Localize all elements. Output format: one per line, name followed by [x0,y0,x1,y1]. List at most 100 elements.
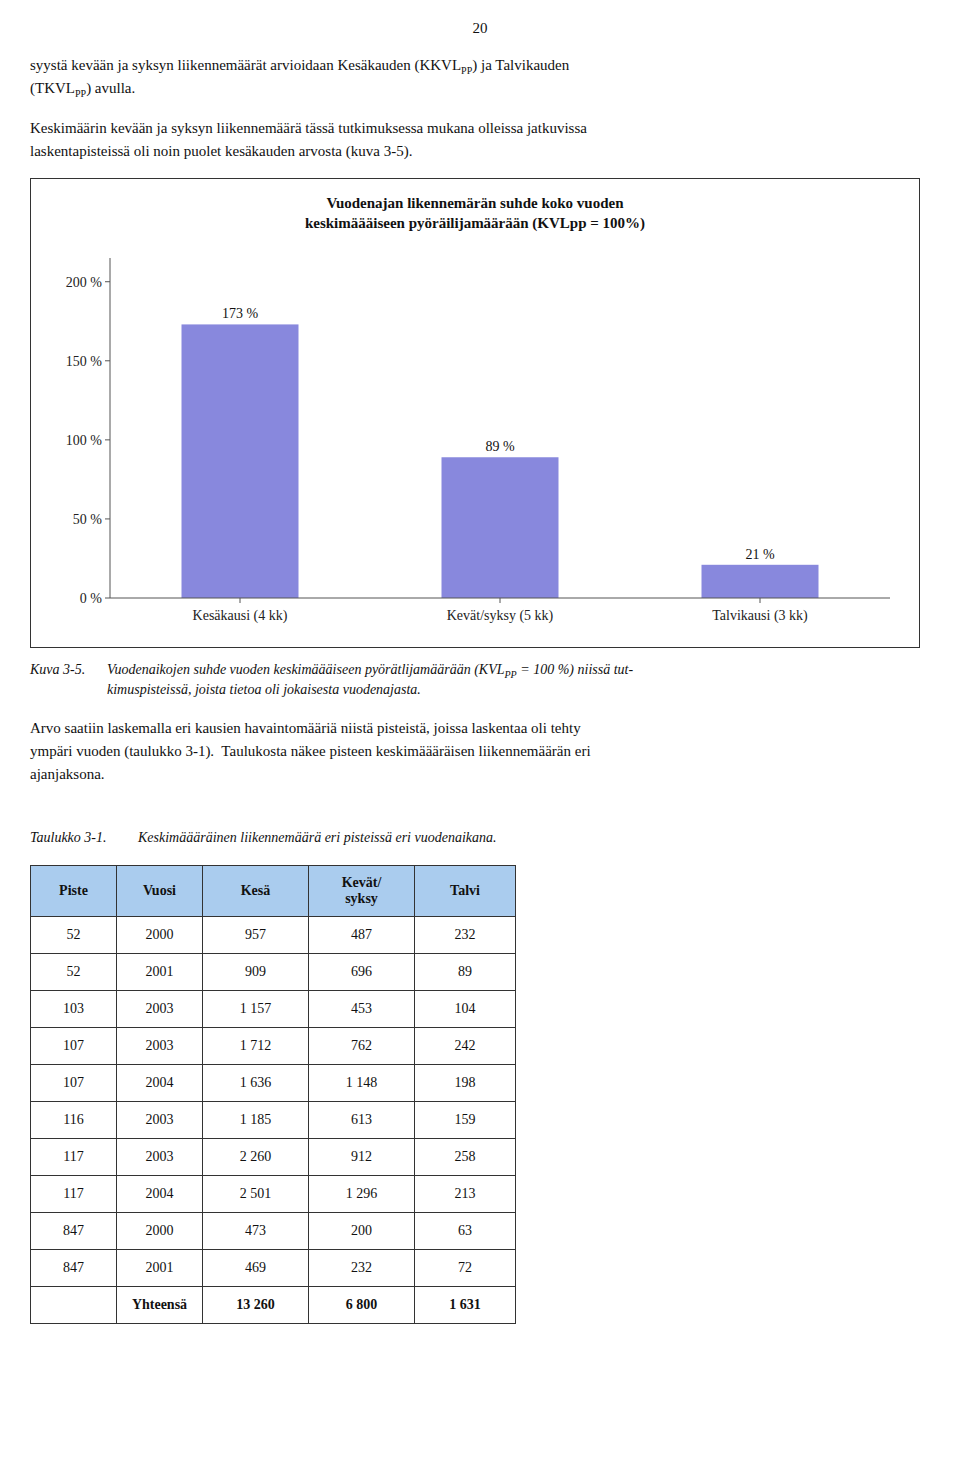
x-tick [240,598,241,603]
table-cell: 1 148 [309,1065,415,1102]
table-row: 522000957487232 [31,917,516,954]
caption-line: kimuspisteissä, joista tietoa oli jokais… [107,680,421,700]
text-run: Keskimäärin kevään ja syksyn liikennemää… [30,120,587,136]
table-caption-label: Taulukko 3-1. [30,828,106,848]
subscript: PP [461,65,472,76]
table-cell: 1 712 [203,1028,309,1065]
table-header: Talvi [415,866,516,917]
table: PisteVuosiKesäKevät/ syksyTalvi522000957… [30,865,516,1324]
y-tick-label: 150 % [66,354,103,369]
text-line: Arvo saatiin laskemalla eri kausien hava… [30,718,581,738]
y-tick-label: 200 % [66,275,103,290]
chart-title: Vuodenajan likennemärän suhde koko vuode… [305,195,645,232]
table-cell: 63 [415,1213,516,1250]
table-cell: 104 [415,991,516,1028]
text-run: Arvo saatiin laskemalla eri kausien hava… [30,720,581,736]
text-run: ajanjaksona. [30,766,105,782]
y-tick [105,439,110,440]
table-cell: 2000 [117,1213,203,1250]
bar [182,324,299,598]
table-cell: 103 [31,991,117,1028]
table-header: Kevät/ syksy [309,866,415,917]
table-row: 10720041 6361 148198 [31,1065,516,1102]
table-cell: 116 [31,1102,117,1139]
x-tick-label: Talvikausi (3 kk) [712,608,808,624]
text-line: Keskimäärin kevään ja syksyn liikennemää… [30,118,587,138]
text-run: laskentapisteissä oli noin puolet kesäka… [30,143,412,159]
table-cell: 2 501 [203,1176,309,1213]
table-row: 11620031 185613159 [31,1102,516,1139]
x-tick-label: Kesäkausi (4 kk) [193,608,288,624]
chart-frame [31,179,920,648]
x-tick-label: Kevät/syksy (5 kk) [447,608,554,624]
caption-label: Kuva 3-5. [30,660,85,680]
table-total-cell: 1 631 [415,1287,516,1324]
bars [182,324,819,598]
table-cell: 200 [309,1213,415,1250]
table-cell: 2001 [117,1250,203,1287]
table-cell: 232 [309,1250,415,1287]
bar [702,565,819,598]
y-tick [105,360,110,361]
y-tick-label: 50 % [73,512,103,527]
text-line: (TKVLPP) avulla. [30,78,135,104]
table-cell: 2001 [117,954,203,991]
table-row: 11720032 260912258 [31,1139,516,1176]
bar [442,457,559,598]
table-header: Kesä [203,866,309,917]
table-total-cell: 13 260 [203,1287,309,1324]
y-tick [105,518,110,519]
y-axis-line [110,258,111,598]
subscript: PP [505,669,517,680]
table-row: 10320031 157453104 [31,991,516,1028]
table-cell: 2004 [117,1065,203,1102]
table-row: 847200047320063 [31,1213,516,1250]
table-cell: 72 [415,1250,516,1287]
table-header: Vuosi [117,866,203,917]
table-total-cell: Yhteensä [117,1287,203,1324]
text-run: ) avulla. [86,80,135,96]
y-tick [105,598,110,599]
text-line: syystä kevään ja syksyn liikennemäärät a… [30,55,569,81]
table-cell: 487 [309,917,415,954]
table-cell: 213 [415,1176,516,1213]
table-cell: 107 [31,1065,117,1102]
table-cell: 159 [415,1102,516,1139]
page-number: 20 [0,18,960,38]
table-cell: 258 [415,1139,516,1176]
table-total-cell [31,1287,117,1324]
text-run: (TKVL [30,80,75,96]
table-cell: 957 [203,917,309,954]
table-cell: 117 [31,1139,117,1176]
subscript: PP [75,88,86,99]
table-cell: 2004 [117,1176,203,1213]
table-cell: 912 [309,1139,415,1176]
table-cell: 2003 [117,1102,203,1139]
table-header: Piste [31,866,117,917]
text-run: = 100 %) niissä tut- [517,662,633,677]
table-cell: 847 [31,1213,117,1250]
table-row: 10720031 712762242 [31,1028,516,1065]
table-cell: 117 [31,1176,117,1213]
table-row: 52200190969689 [31,954,516,991]
table-row: 11720042 5011 296213 [31,1176,516,1213]
table-cell: 89 [415,954,516,991]
text-line: ajanjaksona. [30,764,105,784]
table-cell: 469 [203,1250,309,1287]
text-line: ympäri vuoden (taulukko 3-1). Taulukosta… [30,741,591,761]
text-run: ympäri vuoden (taulukko 3-1). Taulukosta… [30,743,591,759]
table-row: 847200146923272 [31,1250,516,1287]
table-cell: 52 [31,917,117,954]
table-header-row: PisteVuosiKesäKevät/ syksyTalvi [31,866,516,917]
table-cell: 232 [415,917,516,954]
text-run: kimuspisteissä, joista tietoa oli jokais… [107,682,421,697]
x-tick [760,598,761,603]
table-cell: 696 [309,954,415,991]
table-cell: 847 [31,1250,117,1287]
x-tick [500,598,501,603]
data-label: 21 % [745,547,775,562]
table-cell: 1 185 [203,1102,309,1139]
text-run: ) ja Talvikauden [472,57,569,73]
table-cell: 1 636 [203,1065,309,1102]
table-cell: 909 [203,954,309,991]
